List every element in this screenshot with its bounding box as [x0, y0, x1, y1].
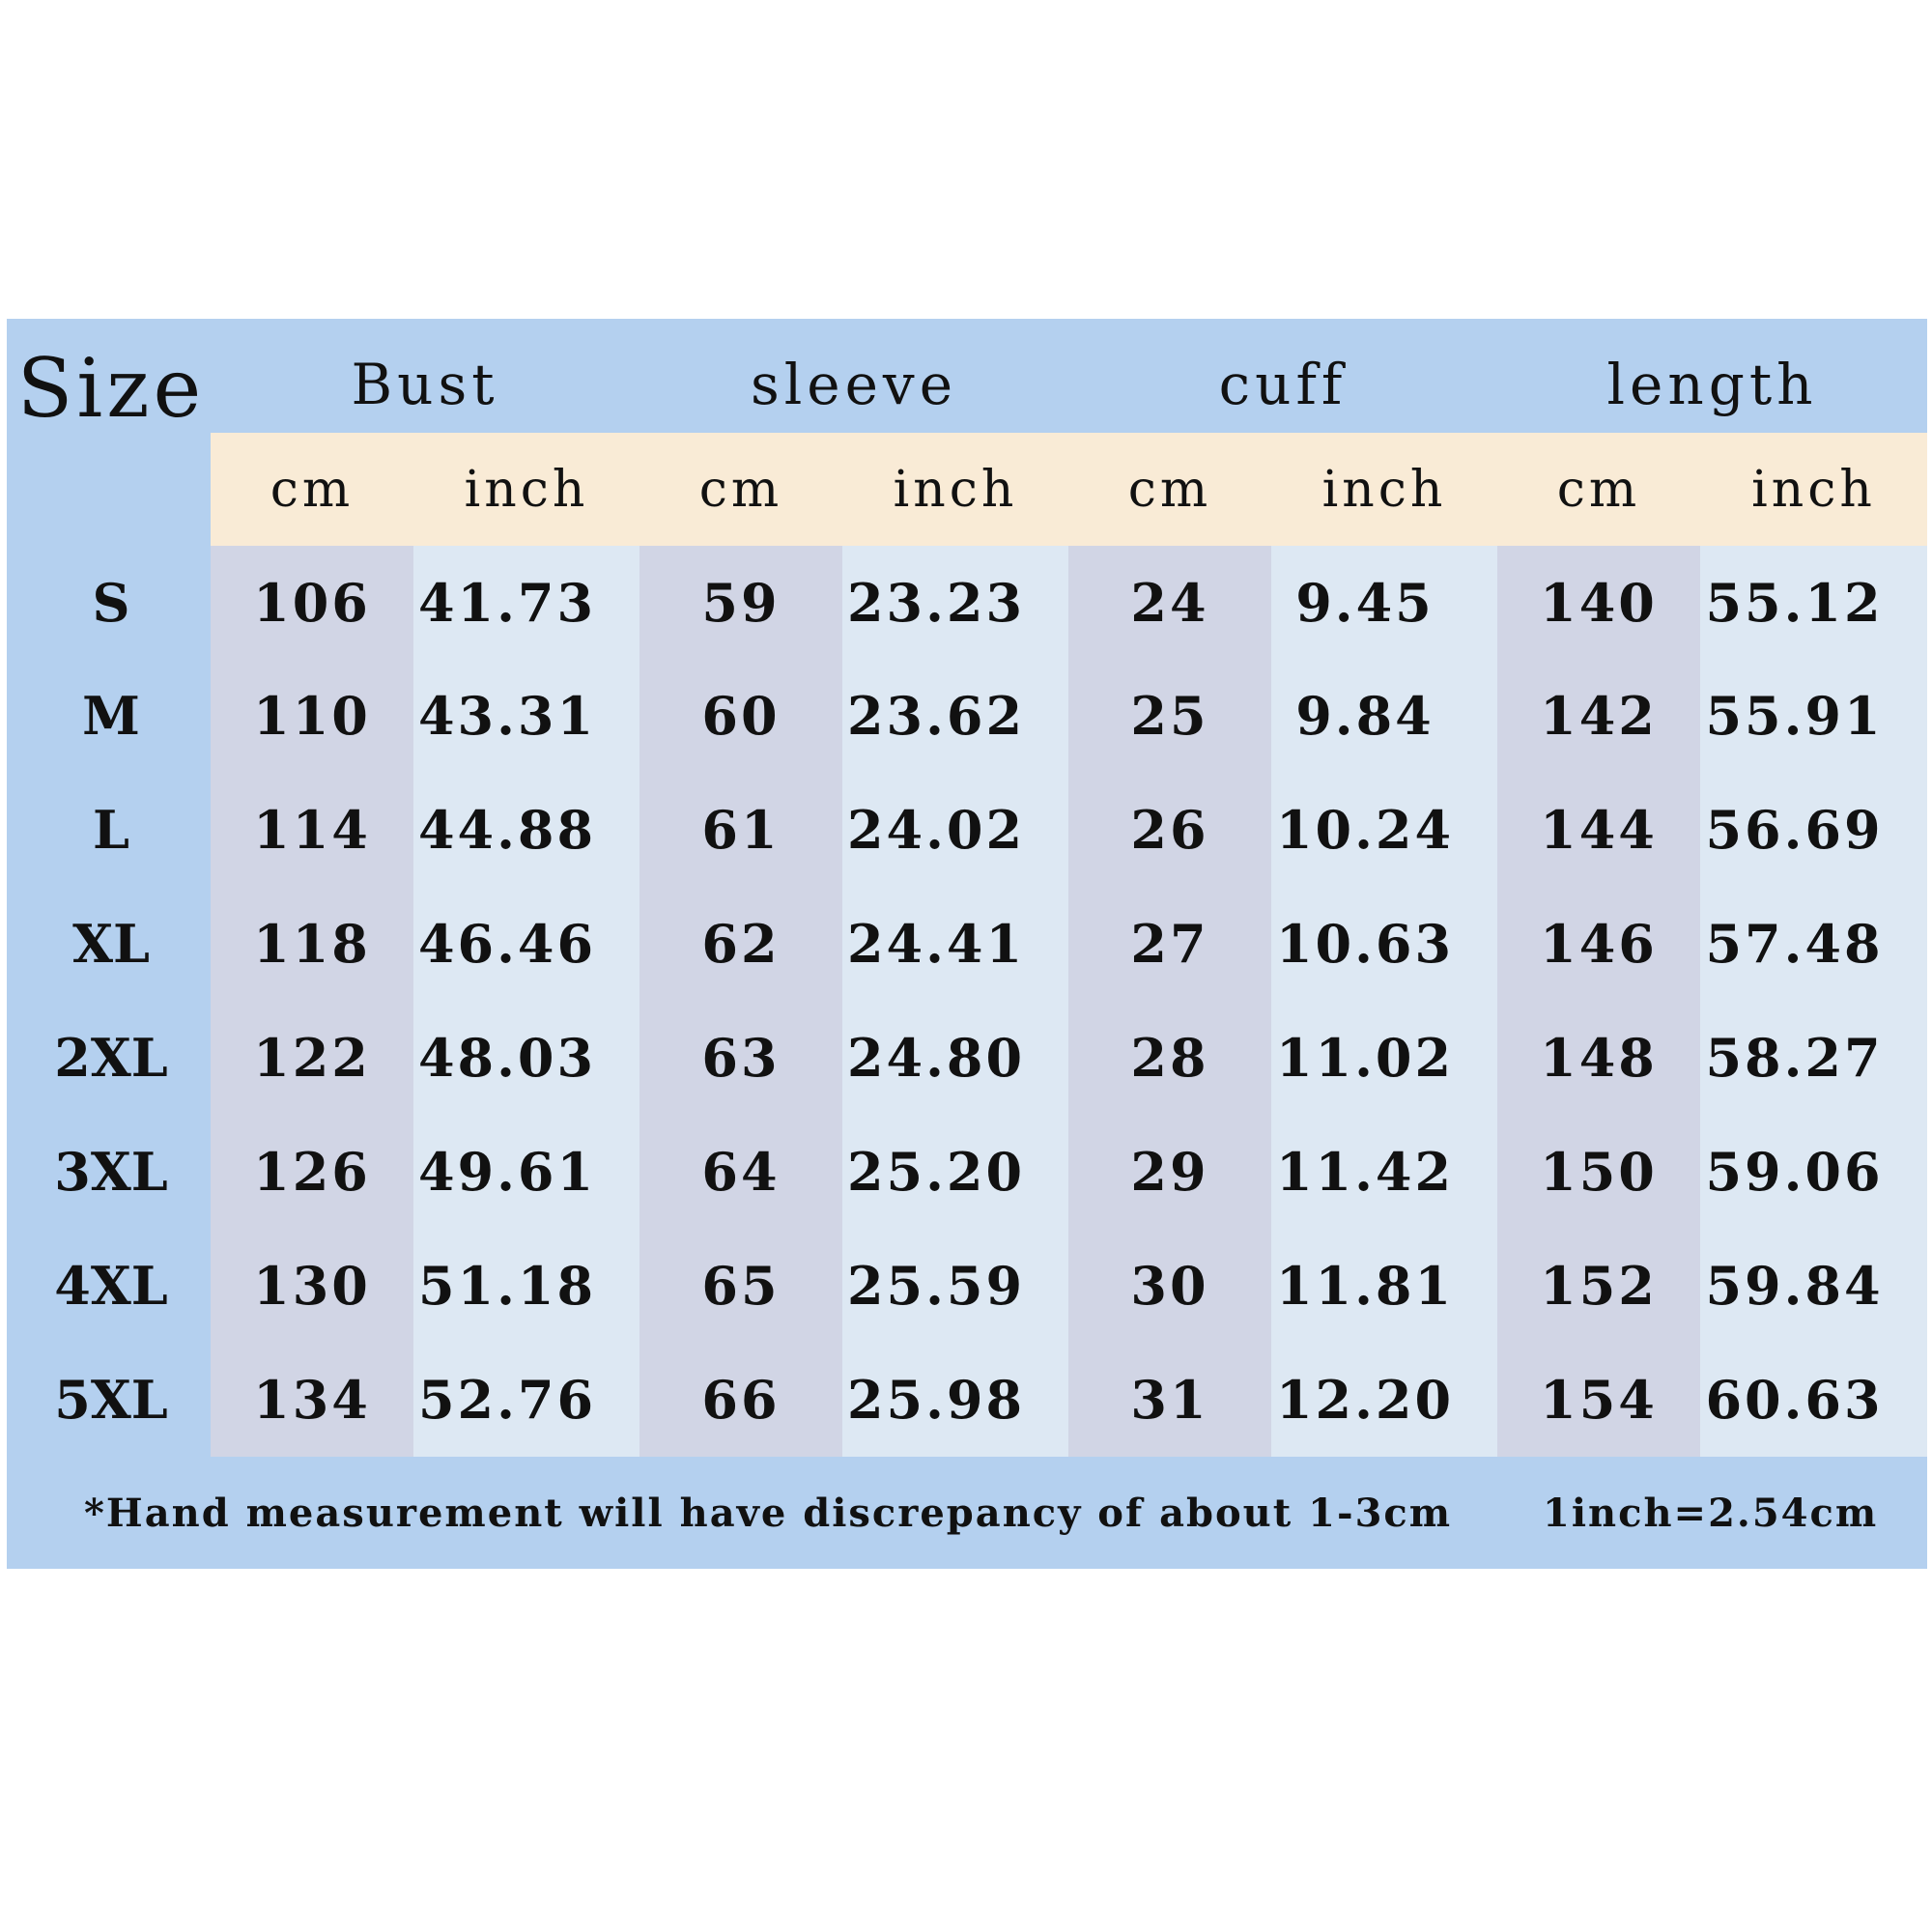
table-cell: 60 — [701, 685, 781, 748]
table-cell: 56.69 — [1705, 799, 1884, 862]
table-cell: 59.84 — [1705, 1254, 1884, 1317]
table-cell: 23.62 — [846, 685, 1026, 748]
table-cell: 9.45 — [1295, 571, 1435, 634]
table-cell: 25.98 — [846, 1368, 1026, 1431]
table-cell: 9.84 — [1295, 685, 1435, 748]
table-cell: 150 — [1540, 1141, 1658, 1203]
group-header-bust: Bust — [351, 352, 499, 417]
table-cell: 25 — [1130, 685, 1209, 748]
table-cell: 10.24 — [1275, 799, 1455, 862]
table-cell: 66 — [701, 1368, 781, 1431]
table-cell: 118 — [253, 913, 371, 976]
column-band — [1068, 546, 1271, 1457]
size-label: S — [92, 571, 130, 634]
table-cell: 59 — [701, 571, 781, 634]
table-cell: 152 — [1540, 1254, 1658, 1317]
size-label: 5XL — [54, 1368, 168, 1431]
table-cell: 48.03 — [417, 1027, 597, 1090]
unit-header-cm: cm — [270, 460, 355, 519]
unit-row — [211, 433, 1927, 546]
unit-header-inch: inch — [464, 460, 589, 519]
column-band — [211, 546, 413, 1457]
table-cell: 55.91 — [1705, 685, 1884, 748]
table-cell: 12.20 — [1275, 1368, 1455, 1431]
unit-header-inch: inch — [893, 460, 1018, 519]
table-cell: 44.88 — [417, 799, 597, 862]
table-cell: 29 — [1130, 1141, 1209, 1203]
table-cell: 134 — [253, 1368, 371, 1431]
table-cell: 61 — [701, 799, 781, 862]
size-chart: Size Bust sleeve cuff length cm inch cm inc… — [7, 319, 1927, 1569]
table-cell: 106 — [253, 571, 371, 634]
group-header-length: length — [1606, 352, 1818, 417]
size-label: 4XL — [54, 1254, 168, 1317]
column-band — [639, 546, 842, 1457]
table-cell: 24 — [1130, 571, 1209, 634]
table-cell: 144 — [1540, 799, 1658, 862]
table-cell: 58.27 — [1705, 1027, 1884, 1090]
table-cell: 10.63 — [1275, 913, 1455, 976]
table-cell: 43.31 — [417, 685, 597, 748]
table-cell: 142 — [1540, 685, 1658, 748]
table-cell: 57.48 — [1705, 913, 1884, 976]
size-label: 3XL — [54, 1141, 168, 1203]
table-cell: 11.81 — [1275, 1254, 1455, 1317]
unit-header-cm: cm — [698, 460, 783, 519]
table-cell: 26 — [1130, 799, 1209, 862]
column-band — [413, 546, 639, 1457]
column-band — [1497, 546, 1700, 1457]
table-cell: 146 — [1540, 913, 1658, 976]
table-cell: 65 — [701, 1254, 781, 1317]
group-header-cuff: cuff — [1218, 352, 1348, 417]
unit-header-inch: inch — [1321, 460, 1447, 519]
table-cell: 41.73 — [417, 571, 597, 634]
table-cell: 24.41 — [846, 913, 1026, 976]
table-cell: 31 — [1130, 1368, 1209, 1431]
table-cell: 122 — [253, 1027, 371, 1090]
table-cell: 148 — [1540, 1027, 1658, 1090]
table-cell: 59.06 — [1705, 1141, 1884, 1203]
table-cell: 60.63 — [1705, 1368, 1884, 1431]
table-cell: 46.46 — [417, 913, 597, 976]
table-cell: 62 — [701, 913, 781, 976]
table-cell: 154 — [1540, 1368, 1658, 1431]
table-cell: 130 — [253, 1254, 371, 1317]
unit-header-cm: cm — [1127, 460, 1212, 519]
size-header: Size — [16, 341, 206, 436]
size-label: L — [93, 799, 129, 862]
table-cell: 140 — [1540, 571, 1658, 634]
unit-header-inch: inch — [1751, 460, 1876, 519]
size-label: XL — [72, 913, 150, 976]
table-cell: 24.02 — [846, 799, 1026, 862]
table-cell: 52.76 — [417, 1368, 597, 1431]
column-band — [1700, 546, 1927, 1457]
table-cell: 25.59 — [846, 1254, 1026, 1317]
size-label: 2XL — [54, 1027, 168, 1090]
table-cell: 11.02 — [1275, 1027, 1455, 1090]
table-cell: 55.12 — [1705, 571, 1884, 634]
column-band — [1271, 546, 1497, 1457]
table-cell: 28 — [1130, 1027, 1209, 1090]
table-cell: 30 — [1130, 1254, 1209, 1317]
size-label: M — [82, 685, 140, 748]
column-band — [842, 546, 1068, 1457]
table-cell: 63 — [701, 1027, 781, 1090]
table-cell: 11.42 — [1275, 1141, 1455, 1203]
table-cell: 24.80 — [846, 1027, 1026, 1090]
conversion-note: 1inch=2.54cm — [1543, 1490, 1879, 1536]
table-cell: 25.20 — [846, 1141, 1026, 1203]
table-cell: 110 — [253, 685, 371, 748]
table-cell: 51.18 — [417, 1254, 597, 1317]
group-header-sleeve: sleeve — [750, 352, 958, 417]
table-cell: 114 — [253, 799, 371, 862]
measurement-disclaimer: *Hand measurement will have discrepancy … — [84, 1490, 1453, 1536]
table-cell: 126 — [253, 1141, 371, 1203]
table-cell: 64 — [701, 1141, 781, 1203]
table-cell: 27 — [1130, 913, 1209, 976]
unit-header-cm: cm — [1556, 460, 1641, 519]
table-cell: 49.61 — [417, 1141, 597, 1203]
table-cell: 23.23 — [846, 571, 1026, 634]
